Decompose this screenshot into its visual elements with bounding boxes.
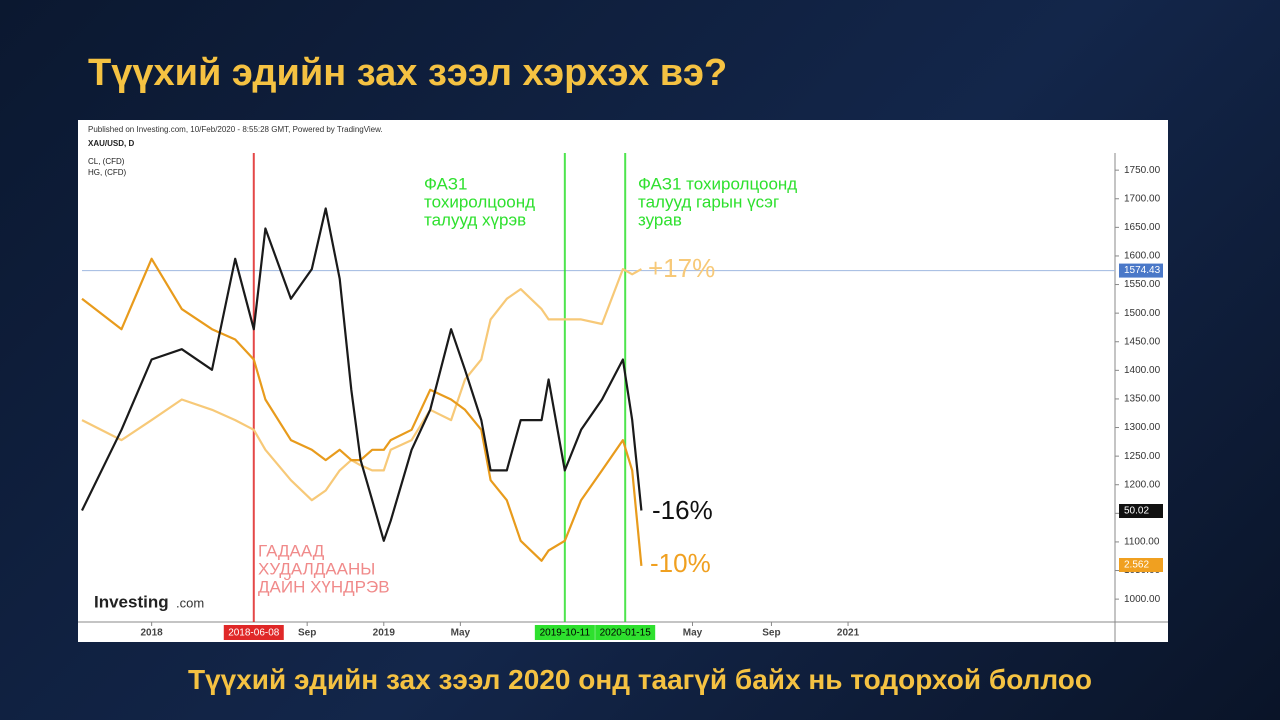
y-tick-label: 1100.00 — [1124, 537, 1160, 548]
y-tick-label: 1650.00 — [1124, 222, 1161, 233]
y-tick-label: 1450.00 — [1124, 336, 1161, 347]
y-tick-label: 1350.00 — [1124, 394, 1161, 405]
last-value-box — [1119, 504, 1163, 518]
event-date-box — [534, 625, 595, 640]
x-tick-label: May — [451, 628, 471, 639]
change-annotation: -10% — [650, 548, 711, 578]
series-line — [81, 268, 642, 502]
event-annotation: талууд хүрэв — [424, 210, 526, 229]
x-tick-label: May — [683, 628, 703, 639]
change-annotation: -16% — [652, 495, 713, 525]
event-annotation: ХУДАЛДААНЫ — [258, 559, 375, 578]
event-annotation: зурав — [638, 210, 682, 229]
event-date: 2018-06-08 — [228, 628, 280, 639]
x-tick-label: Sep — [762, 628, 780, 639]
y-tick-label: 1200.00 — [1124, 479, 1161, 490]
y-tick-label: 1500.00 — [1124, 308, 1161, 319]
event-date-box — [223, 625, 284, 640]
change-annotation: +17% — [648, 253, 715, 283]
series-line — [81, 207, 643, 542]
y-tick-label: 1550.00 — [1124, 279, 1161, 290]
y-tick-label: 1000.00 — [1124, 594, 1161, 605]
event-date: 2019-10-11 — [540, 628, 591, 639]
last-value-label: 50.02 — [1124, 506, 1149, 517]
x-tick-label: 2018 — [141, 628, 164, 639]
chart-background — [78, 120, 1168, 642]
x-tick-label: 2021 — [837, 628, 860, 639]
slide-footer: Түүхий эдийн зах зээл 2020 онд таагүй ба… — [187, 664, 1093, 695]
last-value-box — [1119, 263, 1163, 278]
publisher-note: Published on Investing.com, 10/Feb/2020 … — [88, 125, 383, 134]
y-tick-label: 1300.00 — [1124, 422, 1161, 433]
logo: Investing — [94, 592, 169, 611]
legend-entry: CL, (CFD) — [88, 157, 125, 166]
event-annotation: ФАЗ1 тохиролцоонд — [638, 174, 797, 193]
y-tick-label: 1600.00 — [1124, 251, 1161, 262]
event-annotation: тохиролцоонд — [424, 192, 535, 211]
last-value-label: 2.562 — [1124, 560, 1149, 571]
legend-entry: XAU/USD, D — [88, 139, 134, 148]
last-value-box — [1119, 558, 1163, 572]
y-tick-label: 1250.00 — [1124, 451, 1161, 462]
event-annotation: ФАЗ1 — [424, 174, 467, 193]
x-tick-label: 2019 — [373, 628, 396, 639]
last-value-label: 1574.43 — [1124, 265, 1161, 276]
y-tick-label: 1700.00 — [1124, 193, 1161, 204]
legend-entry: HG, (CFD) — [88, 168, 127, 177]
event-date: 2020-01-15 — [600, 628, 652, 639]
event-annotation: ДАЙН ХҮНДРЭВ — [258, 577, 390, 596]
x-tick-label: Sep — [298, 628, 316, 639]
y-tick-label: 1400.00 — [1124, 365, 1161, 376]
event-annotation: ГАДААД — [258, 541, 325, 560]
series-line — [81, 257, 643, 567]
event-annotation: талууд гарын үсэг — [638, 192, 779, 211]
y-tick-label: 1750.00 — [1124, 165, 1161, 176]
event-date-box — [595, 625, 656, 640]
logo-suffix: .com — [176, 595, 204, 610]
slide-title: Түүхий эдийн зах зээл хэрхэх вэ? — [88, 52, 728, 94]
